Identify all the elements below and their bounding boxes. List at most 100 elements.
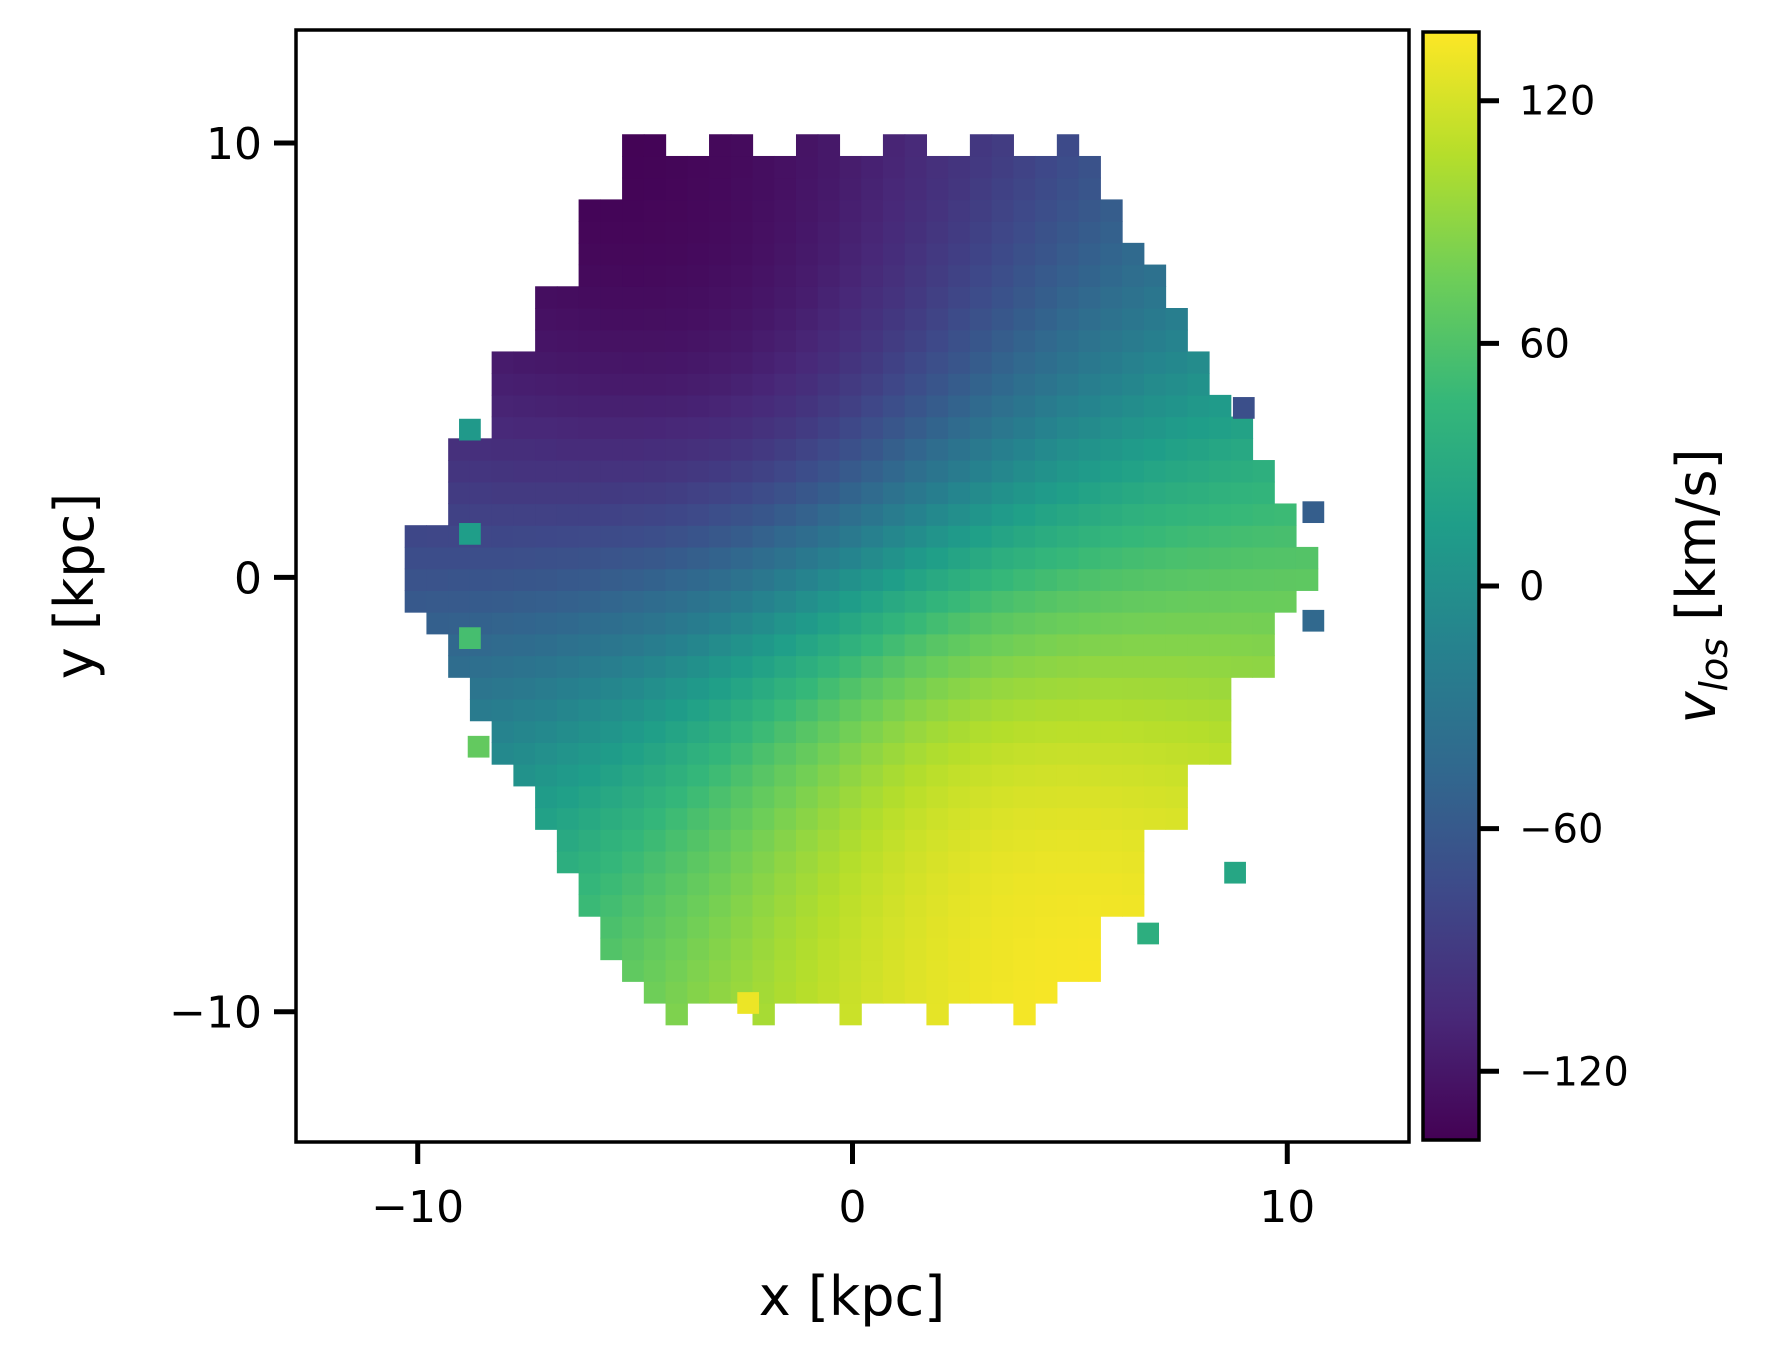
heatmap-cell xyxy=(1035,829,1058,852)
heatmap-cell xyxy=(948,481,971,505)
heatmap-cell xyxy=(1056,134,1080,157)
heatmap-cell xyxy=(795,829,819,852)
heatmap-cell xyxy=(556,568,580,591)
heatmap-cell xyxy=(839,677,862,700)
heatmap-cell xyxy=(426,568,449,591)
heatmap-cell xyxy=(926,177,949,201)
heatmap-cell xyxy=(904,155,928,179)
heatmap-cell xyxy=(622,155,645,179)
heatmap-cell xyxy=(600,221,623,244)
heatmap-cell xyxy=(948,612,971,635)
heatmap-cell xyxy=(730,134,754,157)
heatmap-cell xyxy=(1143,481,1167,505)
heatmap-cell xyxy=(774,742,797,765)
heatmap-cell xyxy=(665,351,688,374)
heatmap-cell xyxy=(643,199,667,222)
heatmap-cell xyxy=(643,764,667,787)
heatmap-cell xyxy=(622,242,645,266)
heatmap-cell xyxy=(795,416,819,439)
heatmap-cell xyxy=(991,742,1014,765)
heatmap-cell xyxy=(1056,460,1080,483)
heatmap-cell xyxy=(665,590,688,613)
heatmap-cell xyxy=(904,286,928,309)
heatmap-cell xyxy=(600,677,623,700)
heatmap-cell xyxy=(882,720,906,743)
heatmap-cell xyxy=(709,242,732,266)
colorbar-ticks: −120 −60 0 60 120 xyxy=(1479,79,1629,1095)
heatmap-cell xyxy=(926,959,949,982)
heatmap-cell xyxy=(817,242,841,266)
heatmap-cell xyxy=(1122,329,1145,353)
heatmap-cell xyxy=(882,373,906,396)
heatmap-cell xyxy=(687,568,710,591)
heatmap-cell xyxy=(752,525,775,548)
heatmap-cell xyxy=(1187,481,1210,505)
heatmap-cell xyxy=(882,438,906,461)
heatmap-cell xyxy=(969,177,993,201)
heatmap-cell xyxy=(795,655,819,678)
heatmap-cell xyxy=(1165,807,1188,830)
heatmap-cell xyxy=(1035,850,1058,874)
heatmap-cell xyxy=(991,438,1014,461)
heatmap-cell xyxy=(622,286,645,309)
heatmap-cell xyxy=(665,720,688,743)
heatmap-cell xyxy=(1056,329,1080,353)
y-axis-ticks: −10 0 10 xyxy=(169,119,296,1039)
heatmap-cell xyxy=(926,438,949,461)
heatmap-cell xyxy=(926,155,949,179)
heatmap-cell xyxy=(730,742,754,765)
heatmap-cell xyxy=(1100,351,1123,374)
heatmap-cell xyxy=(1122,394,1145,418)
heatmap-cell xyxy=(774,503,797,526)
heatmap-cell xyxy=(1078,416,1101,439)
heatmap-cell xyxy=(948,698,971,722)
heatmap-cell xyxy=(1230,568,1254,591)
heatmap-cell xyxy=(1165,438,1188,461)
heatmap-cell xyxy=(991,959,1014,982)
heatmap-cell xyxy=(1035,916,1058,939)
heatmap-cell xyxy=(643,351,667,374)
heatmap-cell xyxy=(969,503,993,526)
heatmap-cell xyxy=(969,329,993,353)
heatmap-cell xyxy=(730,308,754,331)
heatmap-cell xyxy=(643,177,667,201)
heatmap-cell xyxy=(948,807,971,830)
heatmap-cell xyxy=(556,329,580,353)
heatmap-cell xyxy=(1122,308,1145,331)
heatmap-cell xyxy=(643,568,667,591)
heatmap-cell xyxy=(839,308,862,331)
heatmap-cell xyxy=(491,503,514,526)
heatmap-cell xyxy=(1165,612,1188,635)
heatmap-cell xyxy=(839,242,862,266)
heatmap-cell xyxy=(491,698,514,722)
heatmap-cell xyxy=(730,221,754,244)
heatmap-cell xyxy=(752,481,775,505)
heatmap-cell xyxy=(1165,373,1188,396)
heatmap-cell xyxy=(817,612,841,635)
heatmap-cell xyxy=(1209,416,1232,439)
heatmap-cell xyxy=(556,677,580,700)
heatmap-cell xyxy=(730,785,754,809)
heatmap-cell xyxy=(926,916,949,939)
heatmap-cell xyxy=(991,177,1014,201)
heatmap-cell xyxy=(795,242,819,266)
heatmap-cell xyxy=(709,981,732,1004)
heatmap-cell xyxy=(1035,677,1058,700)
heatmap-cell xyxy=(665,242,688,266)
heatmap-cell xyxy=(469,503,493,526)
heatmap-cell xyxy=(1078,394,1101,418)
heatmap-cell xyxy=(535,742,558,765)
heatmap-cell xyxy=(578,633,601,657)
heatmap-cell xyxy=(1035,568,1058,591)
heatmap-cell xyxy=(882,286,906,309)
heatmap-cell xyxy=(1078,633,1101,657)
heatmap-cell xyxy=(491,351,514,374)
heatmap-cell xyxy=(839,959,862,982)
heatmap-cell xyxy=(904,394,928,418)
heatmap-cell xyxy=(839,438,862,461)
heatmap-cell xyxy=(839,373,862,396)
heatmap-cell xyxy=(600,742,623,765)
heatmap-cell xyxy=(1013,199,1036,222)
heatmap-cell xyxy=(404,546,428,570)
heatmap-cell xyxy=(448,481,471,505)
